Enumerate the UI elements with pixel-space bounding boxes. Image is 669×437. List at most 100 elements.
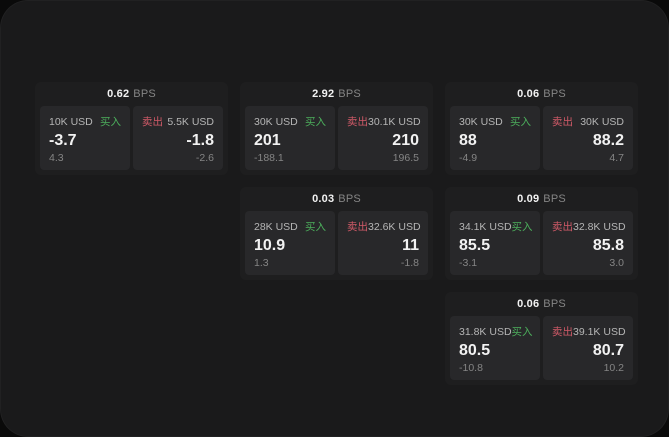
pane-top: 28K USD 买入 <box>254 219 326 234</box>
sell-price: 85.8 <box>592 237 624 254</box>
sell-pane[interactable]: 卖出 30K USD 88.2 4.7 <box>543 106 633 170</box>
pane-top: 卖出 32.6K USD <box>347 219 421 234</box>
buy-sub-value: 1.3 <box>254 257 269 269</box>
bps-value: 0.03 <box>312 193 335 205</box>
bps-unit-label: BPS <box>133 88 156 100</box>
sell-label: 卖出 <box>347 221 368 233</box>
buy-label: 买入 <box>305 116 326 128</box>
bps-header: 0.06 BPS <box>445 292 638 316</box>
bps-card: 2.92 BPS 30K USD 买入 201 -188.1 卖出 30.1K … <box>240 82 433 175</box>
sell-sub-value: 10.2 <box>603 362 624 374</box>
bps-value: 0.06 <box>517 298 540 310</box>
panes: 30K USD 买入 88 -4.9 卖出 30K USD 88.2 4.7 <box>445 106 638 175</box>
sell-pane[interactable]: 卖出 39.1K USD 80.7 10.2 <box>543 316 633 380</box>
sell-amount: 30K USD <box>580 115 624 128</box>
sell-sub-value: -2.6 <box>195 152 214 164</box>
bps-unit-label: BPS <box>543 88 566 100</box>
bps-value: 0.06 <box>517 88 540 100</box>
buy-amount: 30K USD <box>254 115 298 128</box>
pane-top: 10K USD 买入 <box>49 114 121 129</box>
sell-price: 11 <box>402 237 419 254</box>
buy-pane[interactable]: 28K USD 买入 10.9 1.3 <box>245 211 335 275</box>
pane-top: 卖出 5.5K USD <box>142 114 214 129</box>
buy-label: 买入 <box>305 221 326 233</box>
bps-header: 2.92 BPS <box>240 82 433 106</box>
buy-sub-value: -188.1 <box>254 152 284 164</box>
buy-price: 88 <box>459 132 477 149</box>
sell-label: 卖出 <box>552 116 573 128</box>
sell-sub-value: 4.7 <box>609 152 624 164</box>
sell-pane[interactable]: 卖出 30.1K USD 210 196.5 <box>338 106 428 170</box>
sell-amount: 30.1K USD <box>368 115 421 128</box>
bps-unit-label: BPS <box>338 88 361 100</box>
sell-sub-value: -1.8 <box>400 257 419 269</box>
bps-header: 0.62 BPS <box>35 82 228 106</box>
buy-pane[interactable]: 34.1K USD 买入 85.5 -3.1 <box>450 211 540 275</box>
pane-top: 31.8K USD 买入 <box>459 324 533 339</box>
pane-top: 30K USD 买入 <box>459 114 531 129</box>
buy-label: 买入 <box>511 326 533 338</box>
bps-card: 0.62 BPS 10K USD 买入 -3.7 4.3 卖出 5.5K USD <box>35 82 228 175</box>
sell-pane[interactable]: 卖出 5.5K USD -1.8 -2.6 <box>133 106 223 170</box>
bps-unit-label: BPS <box>543 298 566 310</box>
buy-label: 买入 <box>511 221 533 233</box>
bps-header: 0.06 BPS <box>445 82 638 106</box>
buy-sub-value: -10.8 <box>459 362 483 374</box>
bps-card: 0.06 BPS 31.8K USD 买入 80.5 -10.8 卖出 39.1… <box>445 292 638 385</box>
bps-card: 0.09 BPS 34.1K USD 买入 85.5 -3.1 卖出 32.8K… <box>445 187 638 280</box>
bps-header: 0.09 BPS <box>445 187 638 211</box>
bps-card: 0.06 BPS 30K USD 买入 88 -4.9 卖出 30K USD <box>445 82 638 175</box>
panes: 10K USD 买入 -3.7 4.3 卖出 5.5K USD -1.8 -2.… <box>35 106 228 175</box>
buy-pane[interactable]: 30K USD 买入 201 -188.1 <box>245 106 335 170</box>
buy-amount: 34.1K USD <box>459 220 512 233</box>
panes: 31.8K USD 买入 80.5 -10.8 卖出 39.1K USD 80.… <box>445 316 638 385</box>
bps-card: 0.03 BPS 28K USD 买入 10.9 1.3 卖出 32.6K US… <box>240 187 433 280</box>
sell-sub-value: 196.5 <box>392 152 419 164</box>
buy-price: 201 <box>254 132 281 149</box>
bps-value: 0.09 <box>517 193 540 205</box>
sell-sub-value: 3.0 <box>609 257 624 269</box>
buy-amount: 30K USD <box>459 115 503 128</box>
buy-label: 买入 <box>100 116 121 128</box>
sell-price: 88.2 <box>592 132 624 149</box>
pane-top: 卖出 32.8K USD <box>552 219 626 234</box>
buy-sub-value: -4.9 <box>459 152 478 164</box>
bps-header: 0.03 BPS <box>240 187 433 211</box>
sell-pane[interactable]: 卖出 32.6K USD 11 -1.8 <box>338 211 428 275</box>
panes: 34.1K USD 买入 85.5 -3.1 卖出 32.8K USD 85.8… <box>445 211 638 280</box>
buy-label: 买入 <box>510 116 531 128</box>
buy-pane[interactable]: 31.8K USD 买入 80.5 -10.8 <box>450 316 540 380</box>
buy-sub-value: 4.3 <box>49 152 64 164</box>
panes: 28K USD 买入 10.9 1.3 卖出 32.6K USD 11 -1.8 <box>240 211 433 280</box>
pane-top: 30K USD 买入 <box>254 114 326 129</box>
buy-amount: 28K USD <box>254 220 298 233</box>
buy-amount: 31.8K USD <box>459 325 512 338</box>
sell-amount: 32.6K USD <box>368 220 421 233</box>
bps-unit-label: BPS <box>543 193 566 205</box>
pane-top: 34.1K USD 买入 <box>459 219 533 234</box>
bps-value: 2.92 <box>312 88 335 100</box>
buy-sub-value: -3.1 <box>459 257 478 269</box>
buy-pane[interactable]: 10K USD 买入 -3.7 4.3 <box>40 106 130 170</box>
sell-pane[interactable]: 卖出 32.8K USD 85.8 3.0 <box>543 211 633 275</box>
buy-amount: 10K USD <box>49 115 93 128</box>
sell-label: 卖出 <box>552 221 573 233</box>
buy-price: -3.7 <box>49 132 77 149</box>
bps-unit-label: BPS <box>338 193 361 205</box>
sell-label: 卖出 <box>347 116 368 128</box>
sell-amount: 32.8K USD <box>573 220 626 233</box>
panes: 30K USD 买入 201 -188.1 卖出 30.1K USD 210 1… <box>240 106 433 175</box>
buy-pane[interactable]: 30K USD 买入 88 -4.9 <box>450 106 540 170</box>
pane-top: 卖出 30K USD <box>552 114 624 129</box>
buy-price: 85.5 <box>459 237 491 254</box>
sell-price: 80.7 <box>592 342 624 359</box>
buy-price: 10.9 <box>254 237 286 254</box>
pane-top: 卖出 30.1K USD <box>347 114 421 129</box>
bps-value: 0.62 <box>107 88 130 100</box>
buy-price: 80.5 <box>459 342 491 359</box>
sell-price: -1.8 <box>186 132 214 149</box>
quote-card-grid: 0.62 BPS 10K USD 买入 -3.7 4.3 卖出 5.5K USD <box>35 82 638 385</box>
sell-amount: 39.1K USD <box>573 325 626 338</box>
sell-amount: 5.5K USD <box>167 115 214 128</box>
